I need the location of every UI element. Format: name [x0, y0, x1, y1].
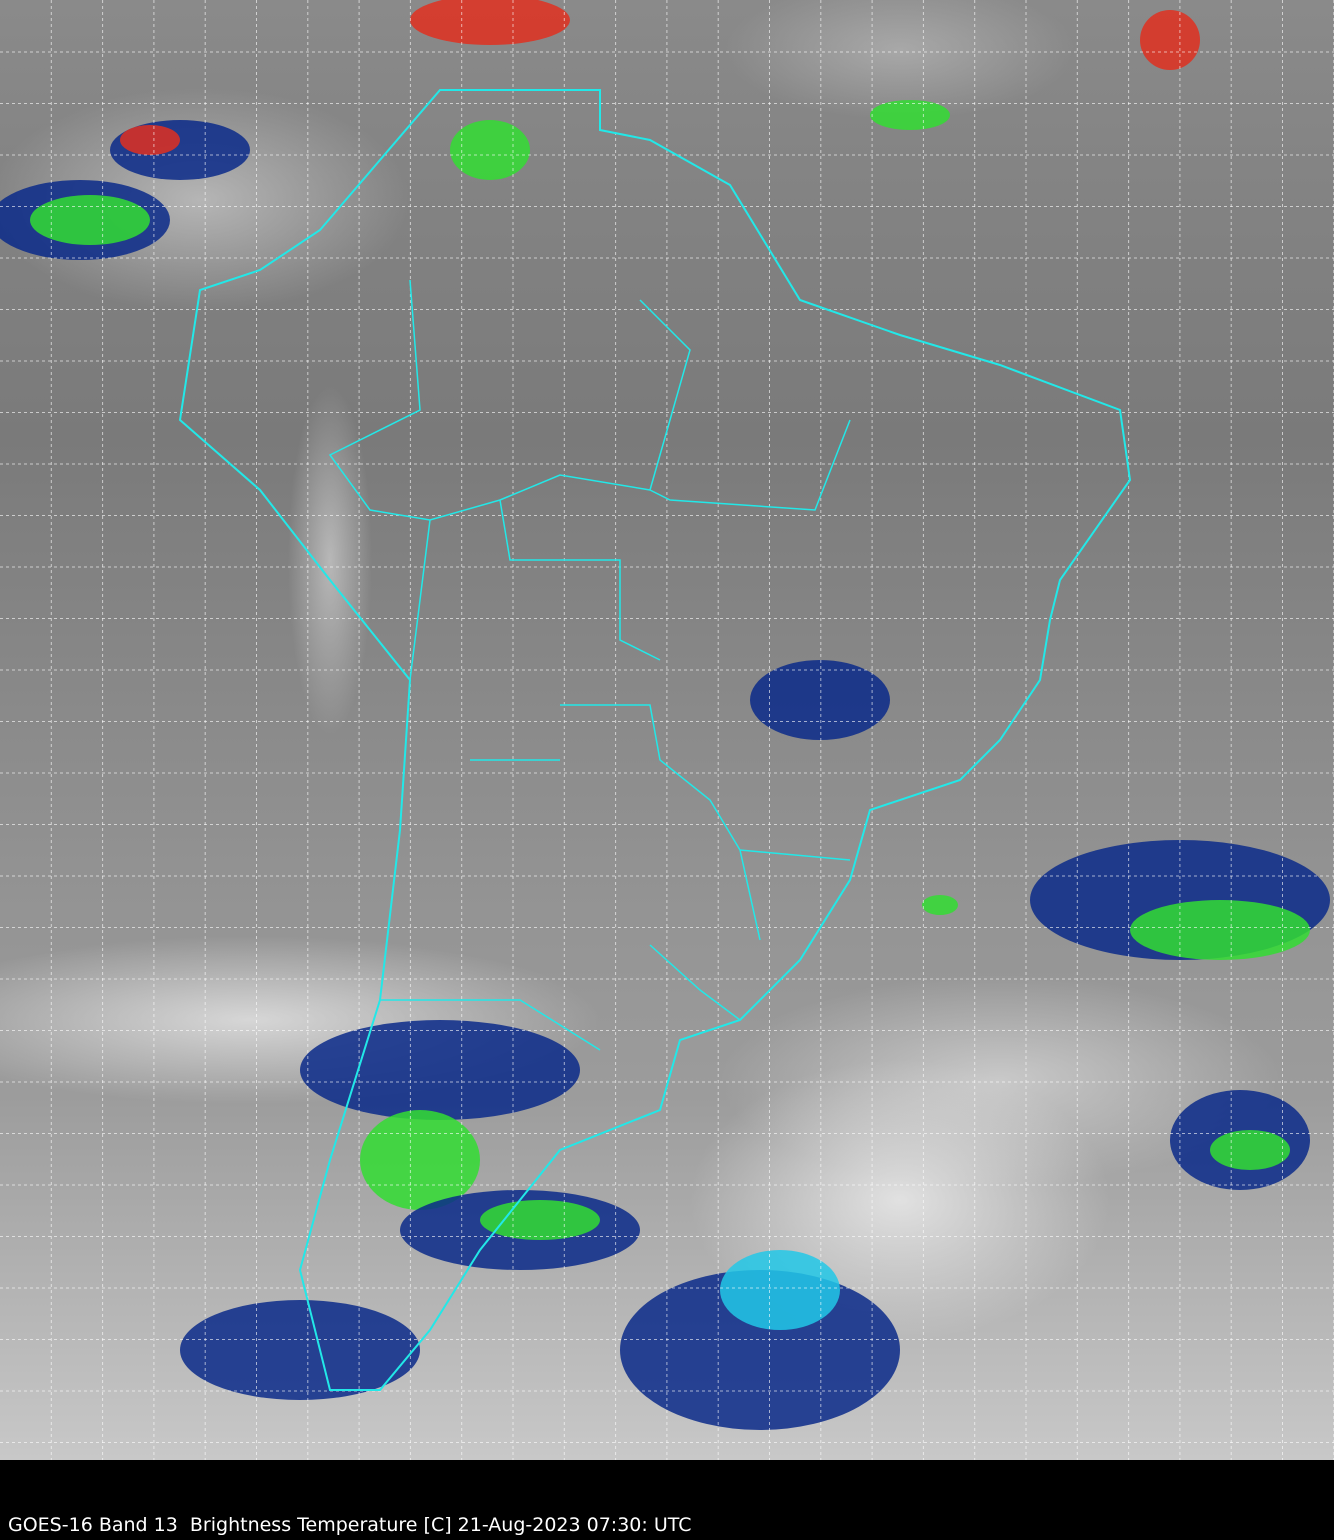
cloud-blob	[120, 125, 180, 155]
south-america-coastline	[178, 89, 1132, 1391]
cloud-blob	[720, 1250, 840, 1330]
cloud-blob	[480, 1200, 600, 1240]
cloud-blob	[300, 1020, 580, 1120]
image-caption: GOES-16 Band 13 Brightness Temperature […	[8, 1514, 692, 1536]
cloud-blob	[410, 0, 570, 45]
cold-cloud-tops	[0, 0, 1330, 1430]
satellite-image	[0, 0, 1334, 1460]
map-overlay	[0, 0, 1334, 1460]
lat-lon-grid	[0, 0, 1334, 1460]
cloud-blob	[1140, 10, 1200, 70]
cloud-blob	[450, 120, 530, 180]
cloud-blob	[870, 100, 950, 130]
cloud-blob	[922, 895, 958, 915]
country-borders	[328, 279, 851, 1051]
cloud-blob	[30, 195, 150, 245]
cloud-blob	[1130, 900, 1310, 960]
cloud-blob	[180, 1300, 420, 1400]
cloud-blob	[1210, 1130, 1290, 1170]
cloud-blob	[750, 660, 890, 740]
